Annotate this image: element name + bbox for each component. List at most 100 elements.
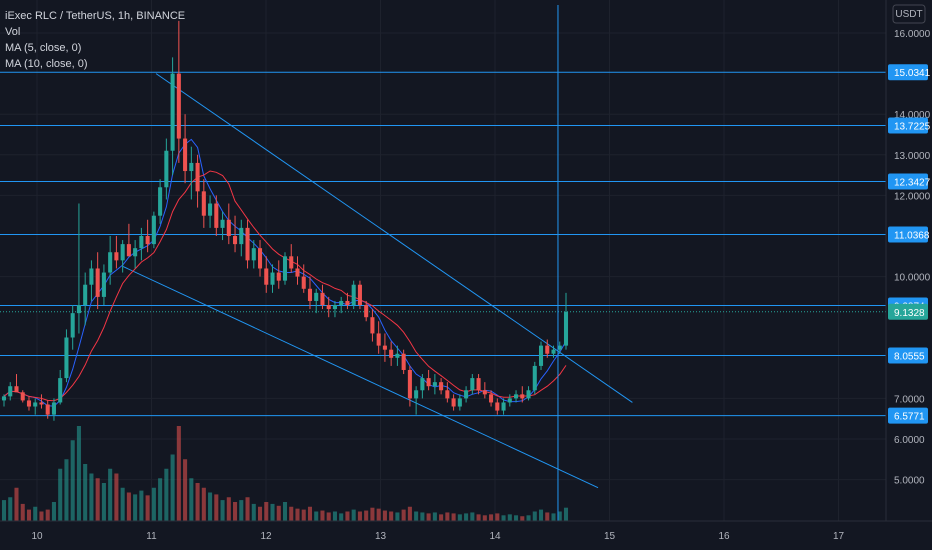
candle-body bbox=[14, 386, 19, 393]
y-tick-label: 13.0000 bbox=[894, 151, 931, 162]
volume-bar bbox=[208, 492, 213, 521]
y-tick-label: 12.0000 bbox=[894, 191, 931, 202]
candle-body bbox=[264, 268, 269, 285]
level-tag bbox=[888, 173, 928, 190]
candle-body bbox=[257, 248, 263, 269]
candle-body bbox=[151, 215, 156, 245]
candle-body bbox=[276, 272, 281, 281]
level-tag-label: 13.7225 bbox=[894, 121, 931, 132]
candle-body bbox=[295, 268, 300, 277]
candle-body bbox=[8, 386, 13, 397]
price-axis[interactable]: 16.0000 14.0000 13.0000 12.0000 10.0000 7.000… bbox=[885, 0, 932, 550]
volume-bar bbox=[395, 512, 400, 521]
volume-bar bbox=[538, 509, 544, 521]
candle-body bbox=[414, 390, 419, 399]
volume-bar bbox=[251, 503, 256, 521]
legend-ma10[interactable]: MA (10, close, 0) bbox=[5, 58, 88, 70]
candle-body bbox=[389, 349, 394, 358]
time-axis[interactable]: 10 11 12 13 14 15 16 17 bbox=[0, 520, 932, 550]
volume-bar bbox=[195, 483, 200, 521]
volume-bar bbox=[76, 426, 81, 521]
candle-body bbox=[189, 162, 194, 172]
volume-bar bbox=[139, 490, 144, 521]
volume-bar bbox=[151, 487, 156, 521]
candle-body bbox=[314, 292, 319, 301]
candle-body bbox=[501, 402, 506, 411]
candle-body bbox=[351, 284, 356, 306]
x-tick-label: 11 bbox=[146, 531, 157, 542]
volume-bar bbox=[164, 468, 169, 521]
candle-body bbox=[345, 300, 350, 306]
volume-bar bbox=[14, 487, 19, 521]
candle-body bbox=[320, 292, 325, 306]
candle-body bbox=[432, 382, 437, 387]
volume-bar bbox=[158, 478, 163, 521]
y-tick-label: 10.0000 bbox=[894, 273, 931, 284]
volume-bar bbox=[439, 514, 444, 521]
x-tick-label: 15 bbox=[604, 531, 616, 542]
candle-body bbox=[183, 138, 188, 172]
candle-body bbox=[563, 311, 569, 346]
price-axis-background bbox=[886, 0, 932, 550]
volume-bar bbox=[114, 473, 119, 521]
candle-body bbox=[145, 236, 150, 245]
volume-bar bbox=[557, 511, 562, 521]
candle-body bbox=[39, 402, 44, 405]
candle-body bbox=[201, 191, 206, 216]
level-tag bbox=[888, 64, 928, 81]
candle-body bbox=[332, 305, 337, 310]
candle-body bbox=[64, 337, 69, 379]
volume-bar bbox=[51, 502, 56, 521]
candle-body bbox=[126, 244, 131, 257]
volume-bar bbox=[489, 514, 494, 521]
candle-body bbox=[164, 150, 169, 188]
volume-bar bbox=[233, 502, 238, 521]
candle-body bbox=[95, 268, 100, 297]
volume-bar bbox=[326, 512, 331, 521]
volume-bar bbox=[476, 514, 481, 521]
candle-body bbox=[33, 402, 38, 407]
candle-body bbox=[464, 390, 469, 399]
volume-bar bbox=[170, 454, 175, 521]
volume-bar bbox=[126, 492, 131, 521]
candle-body bbox=[58, 378, 63, 403]
volume-bar bbox=[20, 503, 25, 521]
volume-bar bbox=[451, 513, 456, 521]
legend-vol[interactable]: Vol bbox=[5, 26, 21, 38]
volume-bar bbox=[183, 459, 188, 521]
volume-bar bbox=[257, 506, 263, 521]
volume-bar bbox=[176, 426, 181, 521]
volume-bar bbox=[332, 511, 337, 521]
volume-bar bbox=[445, 512, 450, 521]
volume-bar bbox=[457, 514, 462, 521]
volume-bar bbox=[389, 511, 394, 521]
volume-bar bbox=[1, 500, 7, 521]
volume-bar bbox=[563, 507, 569, 521]
level-tag-label: 11.0368 bbox=[894, 231, 930, 242]
currency-label: USDT bbox=[895, 9, 922, 20]
volume-bar bbox=[120, 487, 125, 521]
volume-bar bbox=[382, 510, 387, 521]
volume-bar bbox=[220, 500, 225, 521]
volume-bar bbox=[201, 487, 206, 521]
candle-body bbox=[420, 378, 425, 391]
candle-body bbox=[370, 317, 375, 334]
candle-body bbox=[489, 394, 494, 403]
legend-ma5[interactable]: MA (5, close, 0) bbox=[5, 42, 82, 54]
volume-bar bbox=[276, 505, 281, 521]
candle-body bbox=[476, 378, 481, 391]
volume-bar bbox=[270, 503, 275, 521]
legend-symbol[interactable]: iExec RLC / TetherUS, 1h, BINANCE bbox=[5, 10, 186, 22]
volume-bar bbox=[532, 511, 537, 521]
trendline bbox=[122, 265, 599, 489]
volume-bar bbox=[108, 468, 113, 521]
volume-bar bbox=[420, 512, 425, 521]
candle-body bbox=[114, 252, 119, 261]
level-tag bbox=[888, 117, 928, 134]
x-tick-label: 12 bbox=[260, 531, 272, 542]
volume-bar bbox=[245, 497, 250, 521]
candle-body bbox=[245, 227, 250, 261]
volume-bar bbox=[357, 511, 362, 521]
candle-body bbox=[301, 276, 306, 289]
